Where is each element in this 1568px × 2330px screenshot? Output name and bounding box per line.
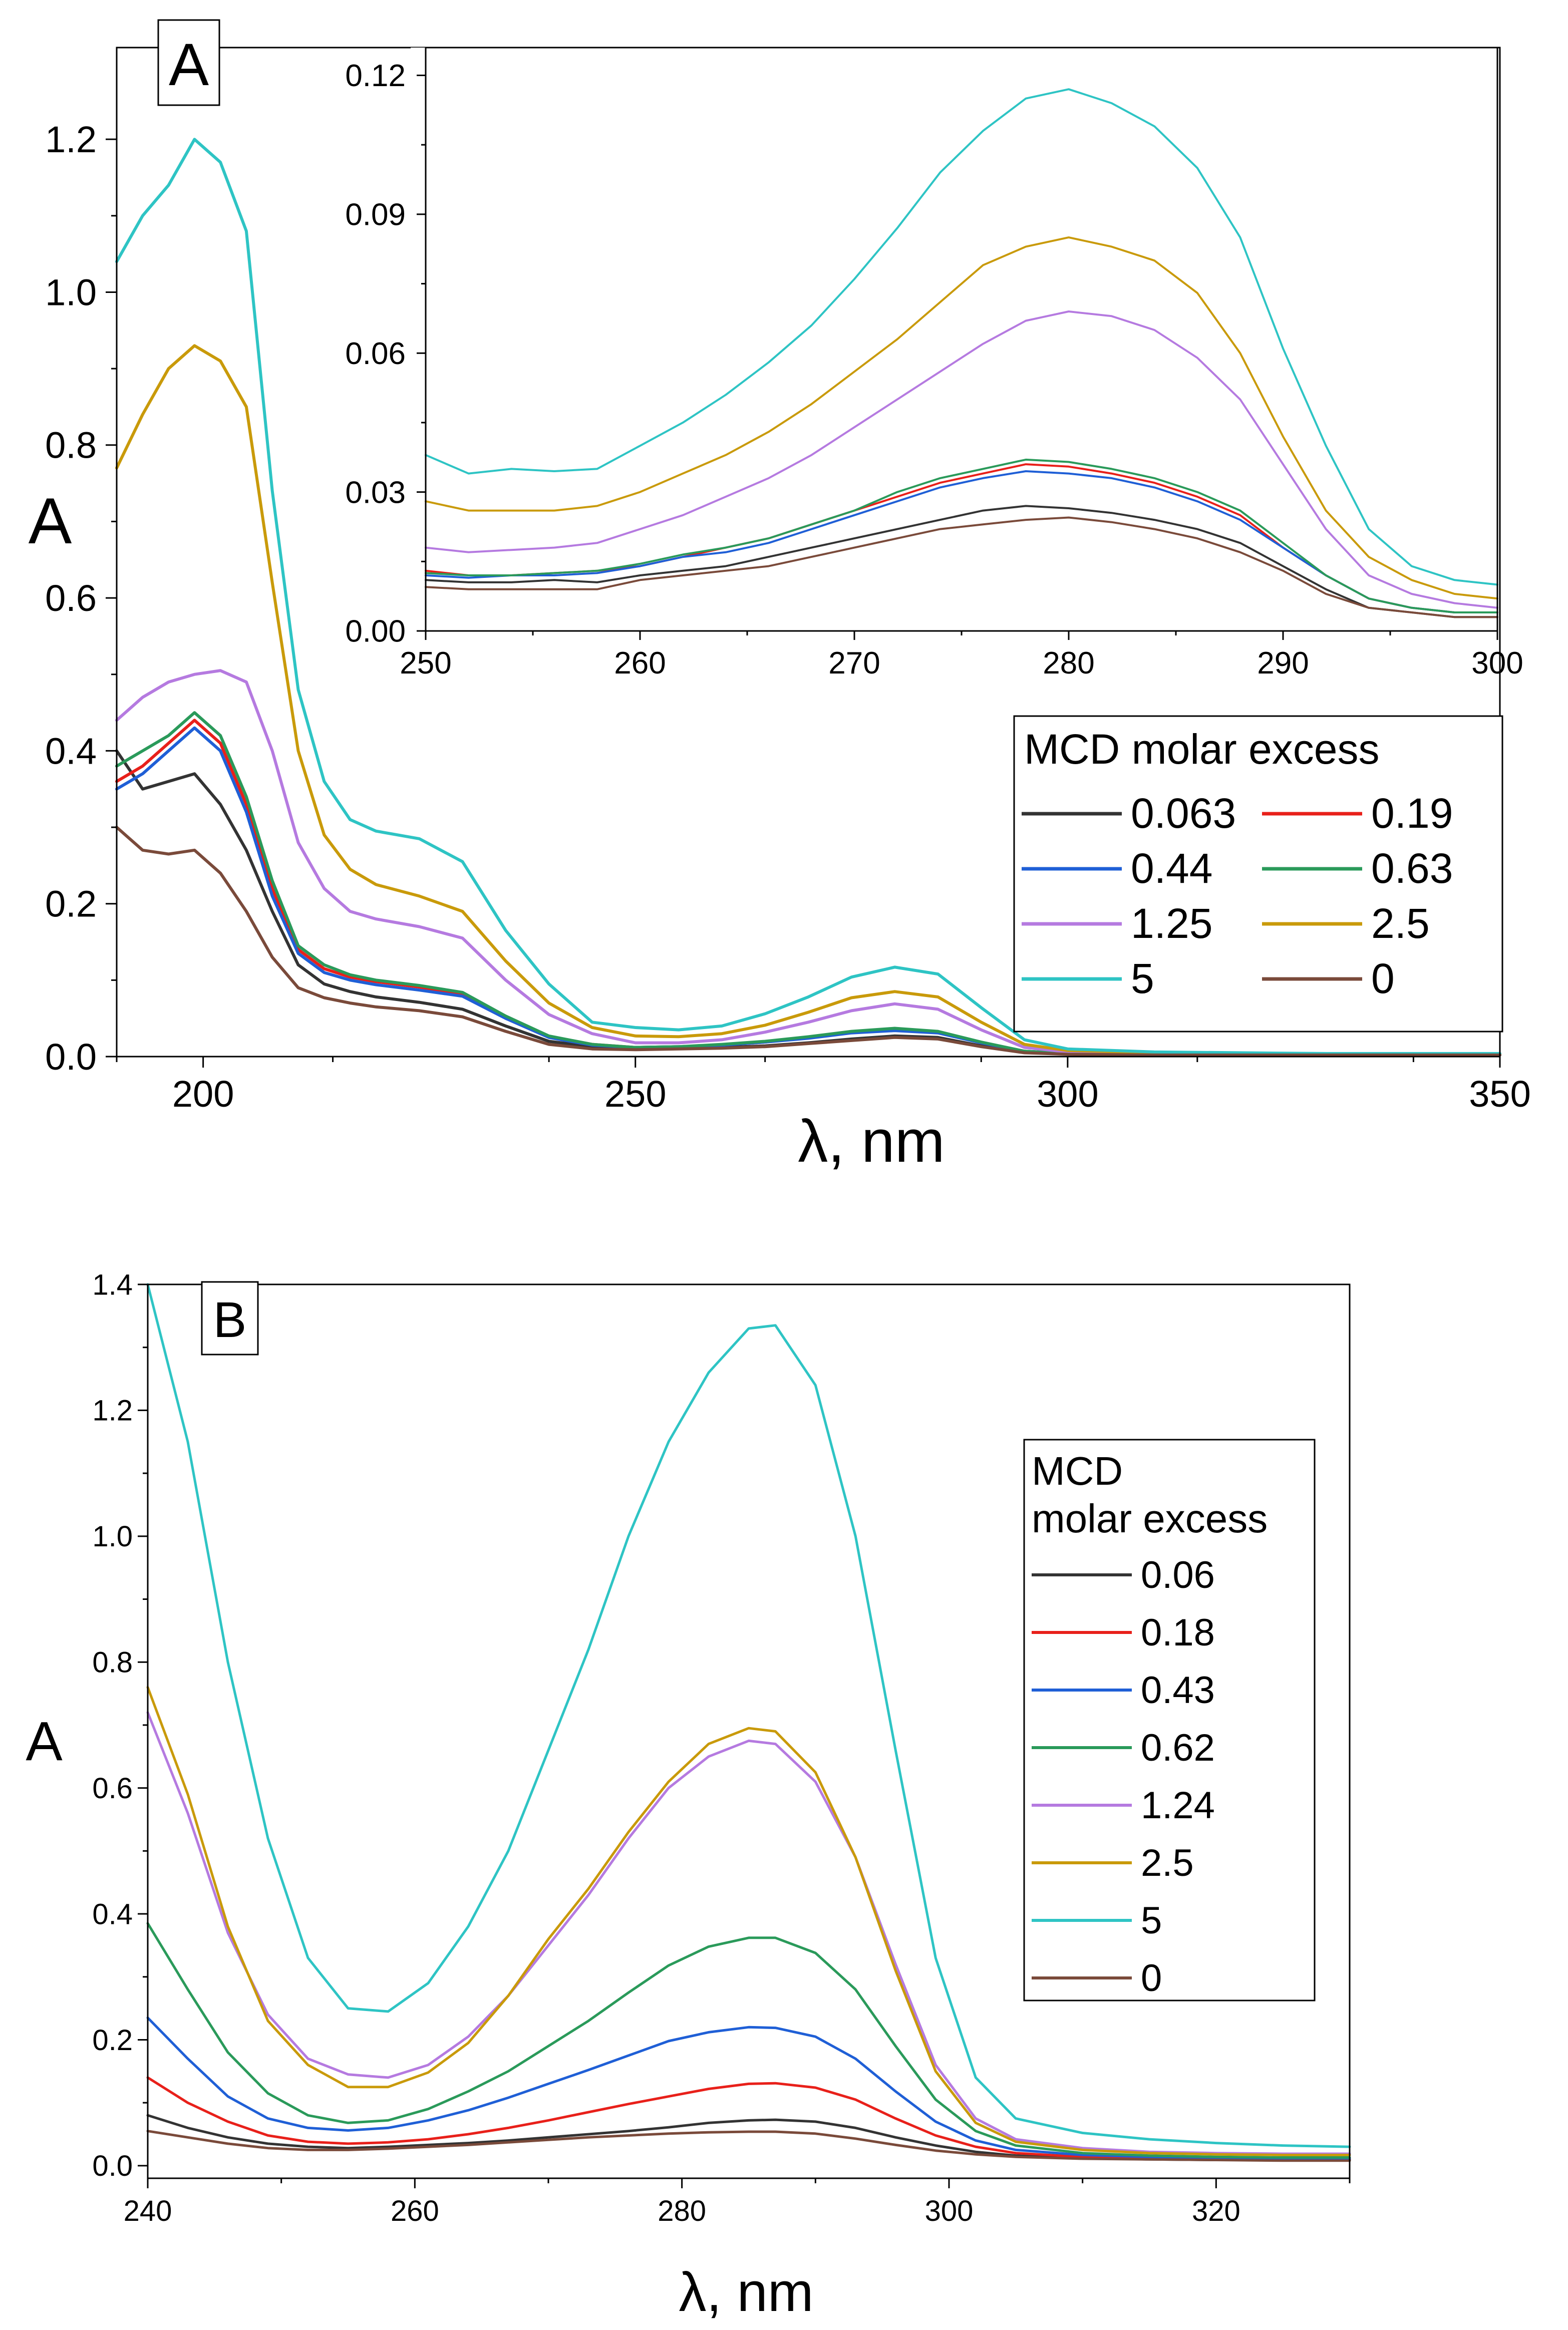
panel-a-y-tick-label-3: 0.6 (45, 577, 97, 619)
panel-b-series-line-3 (146, 1922, 1351, 2159)
panel-b: 240 260 280 300 3200.00.20.40.60.81.01.21.4 … (26, 1268, 1351, 2323)
panel-b-y-tick-label-1: 0.2 (92, 2024, 133, 2057)
panel-b-legend-label-3: 0.62 (1141, 1727, 1215, 1769)
panel-b-y-tick-label-3: 0.6 (92, 1772, 133, 1805)
panel-a-legend-label-2: 0.44 (1131, 845, 1213, 892)
panel-a-y-tick-label-4: 0.8 (45, 425, 97, 466)
panel-a: 200 250 300 350 0.0 0.2 0.4 0.6 0.8 1.0 1.2 A A λ,… (29, 19, 1531, 1175)
panel-b-y-tick-label-4: 0.8 (92, 1646, 133, 1679)
panel-b-x-axis-title: λ, nm (679, 2261, 814, 2323)
inset-background (411, 48, 1497, 631)
panel-b-legend-label-7: 0 (1141, 1957, 1162, 2000)
panel-a-y-tick-label-6: 1.2 (45, 119, 97, 160)
panel-a-legend-label-7: 0 (1371, 955, 1395, 1002)
panel-b-x-tick-label-4: 320 (1192, 2195, 1240, 2227)
inset-x-tick-label-0: 250 (400, 646, 451, 681)
panel-b-legend-title-line-1: MCD (1032, 1449, 1123, 1493)
inset-x-tick-label-1: 260 (614, 646, 666, 681)
panel-b-legend-label-5: 2.5 (1141, 1842, 1194, 1884)
panel-a-axes: 200 250 300 350 0.0 0.2 0.4 0.6 0.8 1.0 1.2 (45, 119, 1531, 1115)
panel-a-label-box: A (157, 19, 220, 106)
panel-a-y-tick-label-5: 1.0 (45, 271, 97, 313)
panel-b-x-tick-label-3: 300 (925, 2195, 974, 2227)
panel-b-series-line-2 (146, 2017, 1351, 2160)
inset-series-line-0 (425, 505, 1498, 618)
panel-b-y-tick-label-5: 1.0 (92, 1520, 133, 1553)
panel-a-series (115, 138, 1501, 1057)
panel-b-x-tick-label-0: 240 (124, 2195, 172, 2227)
panel-a-x-tick-label-1: 250 (604, 1073, 666, 1115)
inset-x-tick-label-3: 280 (1043, 646, 1094, 681)
panel-b-axes: 240 260 280 300 320 0.0 0.2 0.4 0.6 0.8 1.0 1.2 1.4 (92, 1268, 1351, 2227)
panel-a-legend-label-1: 0.19 (1371, 790, 1453, 837)
panel-b-frame (147, 1283, 1351, 2179)
panel-a-legend: MCD molar excess 0.063 0.19 0.44 0.63 1.25 2.… (1013, 715, 1503, 1033)
inset-x-tick-label-2: 270 (828, 646, 880, 681)
panel-b-y-axis-title: A (26, 1711, 63, 1772)
inset-axes: 250 260 270 280 290 300 0.00 0.03 0.06 0.09 0.12 (345, 59, 1523, 681)
inset-y-tick-label-2: 0.06 (345, 337, 406, 371)
panel-b-y-tick-label-2: 0.4 (92, 1898, 133, 1930)
panel-a-series-line-6 (115, 138, 1501, 1055)
panel-a-legend-title: MCD molar excess (1024, 726, 1379, 773)
panel-a-y-tick-label-2: 0.4 (45, 730, 97, 772)
panel-a-y-axis-title: A (29, 484, 72, 557)
panel-b-series-line-1 (146, 2076, 1351, 2161)
panel-b-series-line-7 (146, 2130, 1351, 2162)
panel-b-series-line-4 (146, 1711, 1351, 2155)
inset-series-line-5 (425, 236, 1498, 600)
panel-a-series-line-5 (115, 344, 1501, 1056)
panel-a-series-line-4 (115, 669, 1501, 1057)
panel-a-x-tick-label-3: 350 (1469, 1073, 1530, 1115)
panel-a-legend-label-3: 0.63 (1371, 845, 1453, 892)
inset-series-line-6 (425, 88, 1498, 586)
inset-x-tick-label-5: 300 (1471, 646, 1523, 681)
inset-x-tick-label-4: 290 (1257, 646, 1309, 681)
panel-b-series (146, 1283, 1351, 2162)
panel-b-legend-label-6: 5 (1141, 1899, 1162, 1942)
panel-b-legend-label-0: 0.06 (1141, 1554, 1215, 1596)
panel-a-series-line-7 (115, 826, 1501, 1057)
inset-y-tick-label-3: 0.09 (345, 198, 406, 232)
panel-b-label-box: B (201, 1281, 259, 1356)
panel-a-inset: 250 260 270 280 290 300 0.00 0.03 0.06 0.09 0.12 (345, 47, 1523, 681)
panel-b-legend-box (1023, 1439, 1316, 2002)
panel-b-series-line-6 (146, 1283, 1351, 2148)
inset-series (425, 88, 1498, 618)
panel-b-legend: MCD molar excess 0.06 0.18 0.43 0.62 1.24 2.5… (1023, 1439, 1316, 2002)
panel-a-x-tick-label-0: 200 (172, 1073, 234, 1115)
panel-a-label: A (169, 31, 209, 98)
panel-b-legend-title-line-2: molar excess (1032, 1496, 1268, 1541)
panel-a-y-tick-label-0: 0.0 (45, 1036, 97, 1078)
panel-a-legend-label-6: 5 (1131, 955, 1154, 1002)
panel-b-y-tick-label-6: 1.2 (92, 1395, 133, 1427)
inset-y-tick-label-4: 0.12 (345, 59, 406, 93)
panel-a-x-tick-label-2: 300 (1037, 1073, 1098, 1115)
panel-b-series-line-5 (146, 1686, 1351, 2156)
panel-b-label: B (213, 1292, 247, 1348)
panel-b-legend-label-2: 0.43 (1141, 1669, 1215, 1712)
panel-a-legend-label-5: 2.5 (1371, 900, 1430, 947)
panel-b-y-tick-label-7: 1.4 (92, 1268, 133, 1301)
panel-a-y-tick-label-1: 0.2 (45, 883, 97, 925)
panel-b-y-tick-label-0: 0.0 (92, 2150, 133, 2182)
panel-a-legend-label-0: 0.063 (1131, 790, 1236, 837)
panel-b-legend-label-1: 0.18 (1141, 1611, 1215, 1654)
inset-y-tick-label-0: 0.00 (345, 614, 406, 649)
inset-series-line-4 (425, 310, 1498, 609)
panel-b-x-tick-label-1: 260 (391, 2195, 439, 2227)
panel-a-x-axis-title: λ, nm (798, 1108, 945, 1175)
inset-series-line-7 (425, 516, 1498, 618)
inset-y-tick-label-1: 0.03 (345, 475, 406, 510)
inset-series-line-3 (425, 458, 1498, 613)
panel-a-legend-label-4: 1.25 (1131, 900, 1213, 947)
panel-b-x-tick-label-2: 280 (658, 2195, 706, 2227)
panel-b-legend-label-4: 1.24 (1141, 1784, 1215, 1827)
